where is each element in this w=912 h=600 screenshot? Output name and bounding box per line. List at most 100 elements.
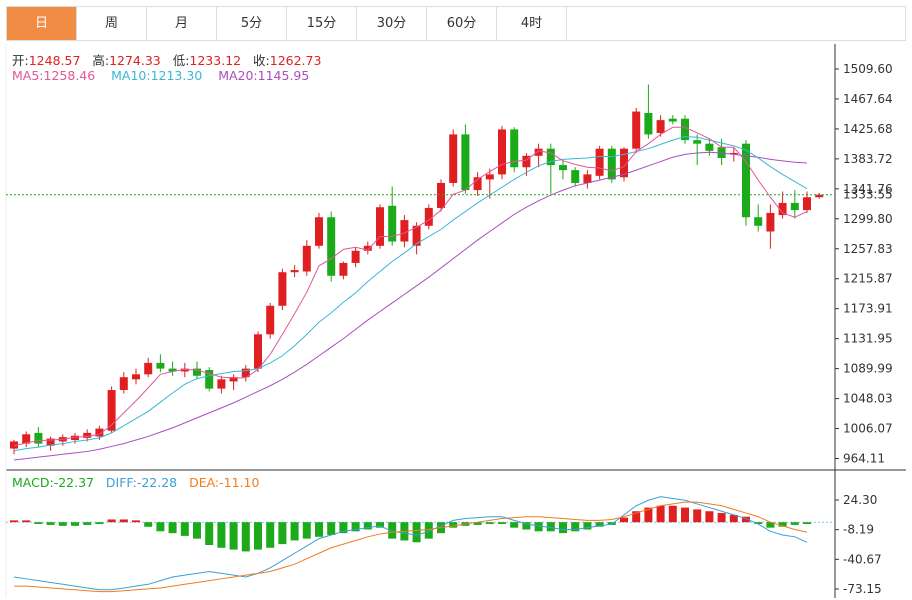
candle-body	[412, 225, 421, 246]
tab-3[interactable]: 5分	[217, 7, 287, 40]
macd-bar	[644, 507, 653, 523]
candle	[571, 167, 580, 187]
candle-body	[449, 134, 458, 183]
candle-body	[254, 334, 262, 369]
macd-bar	[46, 522, 55, 525]
open-value: 1248.57	[28, 53, 81, 68]
macd-bar	[363, 522, 372, 530]
candle-body	[34, 432, 43, 444]
candle-body	[510, 129, 519, 168]
candle-body	[193, 368, 201, 376]
candle-body	[644, 112, 653, 135]
macd-bar	[693, 509, 702, 523]
dea-line	[14, 501, 808, 593]
macd-bar	[83, 522, 92, 525]
price-tick-label: 1299.80	[843, 212, 893, 226]
candle-body	[400, 220, 409, 242]
candle-body	[729, 152, 738, 155]
candle	[595, 145, 604, 180]
candle	[46, 436, 55, 451]
candle	[632, 107, 641, 153]
macd-bar	[571, 522, 580, 532]
tab-7[interactable]: 4时	[497, 7, 567, 40]
candle-body	[229, 377, 238, 382]
last-price-tag-bg	[836, 185, 906, 204]
candle-body	[790, 202, 799, 211]
macd-bar	[498, 522, 506, 525]
tab-5[interactable]: 30分	[357, 7, 427, 40]
candle	[266, 302, 275, 339]
candle-body	[168, 368, 177, 372]
candle	[534, 143, 543, 168]
candle-body	[351, 250, 360, 263]
candle	[132, 368, 140, 385]
candle-body	[205, 370, 214, 389]
candle	[180, 362, 189, 378]
candle	[656, 115, 665, 137]
candle-body	[815, 194, 824, 198]
candle-body	[388, 205, 397, 242]
macd-bar	[803, 522, 811, 525]
macd-legend: MACD:-22.37 DIFF:-22.28 DEA:-11.10	[12, 475, 259, 490]
candle	[485, 168, 494, 199]
price-tick-label: 1173.91	[843, 302, 893, 316]
candle-body	[534, 148, 543, 156]
macd-label: MACD:	[12, 475, 54, 490]
ma5-label: MA5:	[12, 68, 44, 83]
macd-bar	[754, 522, 763, 525]
price-tick-label: 1257.83	[843, 242, 893, 256]
candle-body	[778, 202, 787, 216]
candle-body	[217, 379, 226, 389]
tab-4[interactable]: 15分	[287, 7, 357, 40]
candle-body	[656, 120, 665, 133]
ma10-line	[13, 136, 808, 452]
candle	[10, 440, 18, 455]
macd-tick-label: 24.30	[843, 493, 877, 507]
high-value: 1274.33	[109, 53, 161, 68]
candle-body	[559, 165, 567, 171]
diff-line	[13, 496, 808, 591]
candle-body	[571, 170, 580, 183]
tab-2[interactable]: 月	[147, 7, 217, 40]
candle-body	[766, 212, 775, 232]
candle-body	[180, 368, 189, 372]
price-tick-label: 1383.72	[843, 152, 893, 166]
candle	[583, 170, 592, 189]
candle-body	[107, 390, 116, 431]
candle-body	[607, 148, 616, 180]
candle-body	[583, 174, 592, 183]
macd-bar	[522, 522, 531, 530]
candle	[278, 268, 287, 311]
candle	[83, 429, 92, 442]
macd-bar	[510, 522, 519, 528]
macd-bar	[95, 522, 104, 525]
candle-body	[437, 182, 445, 208]
candle	[644, 84, 653, 139]
candle-body	[754, 217, 763, 226]
price-tick-label: 1467.64	[843, 92, 893, 106]
macd-bar	[302, 522, 311, 539]
macd-bar	[449, 522, 458, 528]
macd-bar	[729, 514, 738, 523]
macd-bar	[205, 522, 214, 546]
candle	[229, 374, 238, 391]
candle-body	[315, 217, 323, 246]
candle	[339, 261, 348, 280]
macd-bar	[485, 522, 494, 525]
tab-0[interactable]: 日	[7, 7, 77, 40]
candle	[461, 124, 470, 194]
low-label: 低:	[172, 53, 190, 68]
macd-bar	[632, 511, 641, 523]
candle-body	[742, 143, 750, 218]
macd-bar	[595, 522, 604, 527]
candle-body	[498, 129, 506, 175]
candle-body	[376, 207, 384, 246]
candle-body	[339, 262, 348, 276]
macd-bar	[424, 522, 433, 539]
tab-6[interactable]: 60分	[427, 7, 497, 40]
price-tick-label: 1131.95	[843, 332, 893, 346]
ma20-label: MA20:	[218, 68, 258, 83]
tab-1[interactable]: 周	[77, 7, 147, 40]
macd-value: -22.37	[53, 475, 94, 490]
candle	[424, 204, 433, 230]
